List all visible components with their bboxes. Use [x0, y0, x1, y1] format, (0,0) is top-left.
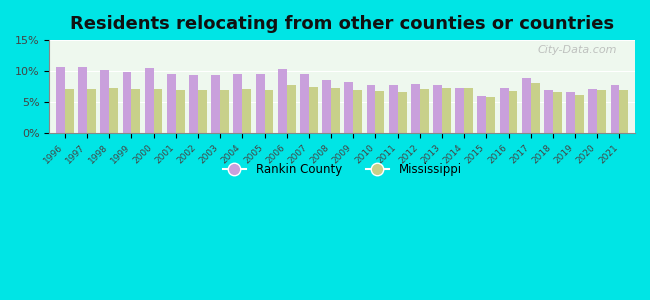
Bar — [78, 67, 87, 133]
Bar — [344, 82, 353, 133]
Bar — [242, 89, 251, 133]
Bar — [566, 92, 575, 133]
Bar — [367, 85, 376, 133]
Title: Residents relocating from other counties or countries: Residents relocating from other counties… — [70, 15, 614, 33]
Bar — [376, 91, 384, 133]
Bar — [331, 88, 340, 133]
Bar — [198, 90, 207, 133]
Bar — [619, 90, 629, 133]
Bar — [433, 85, 442, 133]
Bar — [145, 68, 153, 133]
Bar — [442, 88, 451, 133]
Bar — [309, 87, 318, 133]
Bar — [265, 90, 274, 133]
Bar — [411, 84, 420, 133]
Bar — [153, 89, 162, 133]
Bar — [544, 90, 553, 133]
Bar — [353, 90, 362, 133]
Bar — [287, 85, 296, 133]
Bar — [123, 72, 131, 133]
Bar — [597, 90, 606, 133]
Text: City-Data.com: City-Data.com — [538, 45, 617, 55]
Bar — [522, 79, 531, 133]
Bar — [100, 70, 109, 133]
Bar — [167, 74, 176, 133]
Bar — [575, 94, 584, 133]
Bar — [131, 89, 140, 133]
Bar — [478, 96, 486, 133]
Bar — [189, 75, 198, 133]
Bar — [464, 88, 473, 133]
Bar — [56, 67, 65, 133]
Bar — [176, 90, 185, 133]
Bar — [87, 89, 96, 133]
Bar — [255, 74, 265, 133]
Bar — [398, 92, 406, 133]
Bar — [389, 85, 398, 133]
Bar — [109, 88, 118, 133]
Bar — [233, 74, 242, 133]
Bar — [588, 89, 597, 133]
Bar — [65, 89, 73, 133]
Bar — [486, 97, 495, 133]
Bar — [211, 75, 220, 133]
Legend: Rankin County, Mississippi: Rankin County, Mississippi — [218, 158, 467, 181]
Bar — [278, 69, 287, 133]
Bar — [420, 89, 429, 133]
Bar — [300, 74, 309, 133]
Bar — [531, 83, 540, 133]
Bar — [220, 90, 229, 133]
Bar — [553, 92, 562, 133]
Bar — [508, 92, 517, 133]
Bar — [500, 88, 508, 133]
Bar — [322, 80, 331, 133]
Bar — [610, 85, 619, 133]
Bar — [455, 88, 464, 133]
